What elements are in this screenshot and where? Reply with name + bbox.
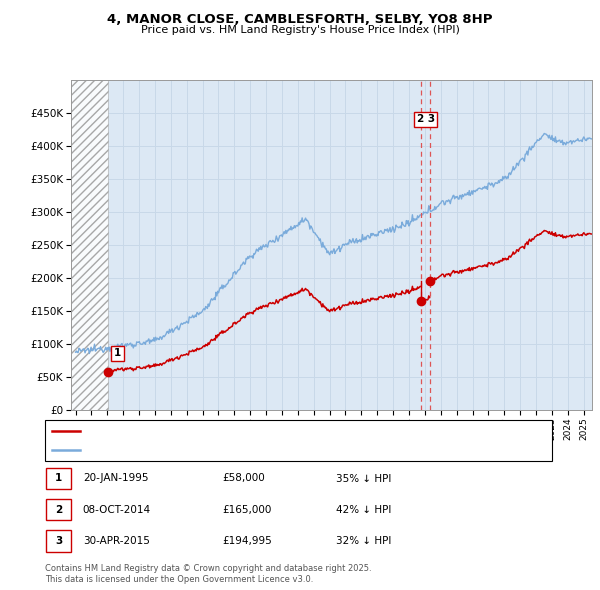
Text: 42% ↓ HPI: 42% ↓ HPI [336,505,391,514]
Text: 3: 3 [55,536,62,546]
Text: £194,995: £194,995 [222,536,272,546]
Text: 35% ↓ HPI: 35% ↓ HPI [336,474,391,483]
Text: £58,000: £58,000 [222,474,265,483]
Text: 32% ↓ HPI: 32% ↓ HPI [336,536,391,546]
Text: 4, MANOR CLOSE, CAMBLESFORTH, SELBY, YO8 8HP (detached house): 4, MANOR CLOSE, CAMBLESFORTH, SELBY, YO8… [85,426,427,436]
Text: 4, MANOR CLOSE, CAMBLESFORTH, SELBY, YO8 8HP: 4, MANOR CLOSE, CAMBLESFORTH, SELBY, YO8… [107,13,493,26]
Text: 1: 1 [55,474,62,483]
Text: 2 3: 2 3 [416,114,435,124]
Text: 08-OCT-2014: 08-OCT-2014 [83,505,151,514]
Text: This data is licensed under the Open Government Licence v3.0.: This data is licensed under the Open Gov… [45,575,313,584]
Text: £165,000: £165,000 [222,505,271,514]
Text: 20-JAN-1995: 20-JAN-1995 [83,474,148,483]
Text: Price paid vs. HM Land Registry's House Price Index (HPI): Price paid vs. HM Land Registry's House … [140,25,460,35]
Text: Contains HM Land Registry data © Crown copyright and database right 2025.: Contains HM Land Registry data © Crown c… [45,565,371,573]
Text: 30-APR-2015: 30-APR-2015 [83,536,149,546]
Bar [71,80,108,410]
Text: HPI: Average price, detached house, North Yorkshire: HPI: Average price, detached house, Nort… [85,445,340,455]
Text: 2: 2 [55,505,62,514]
Text: 1: 1 [114,348,121,358]
